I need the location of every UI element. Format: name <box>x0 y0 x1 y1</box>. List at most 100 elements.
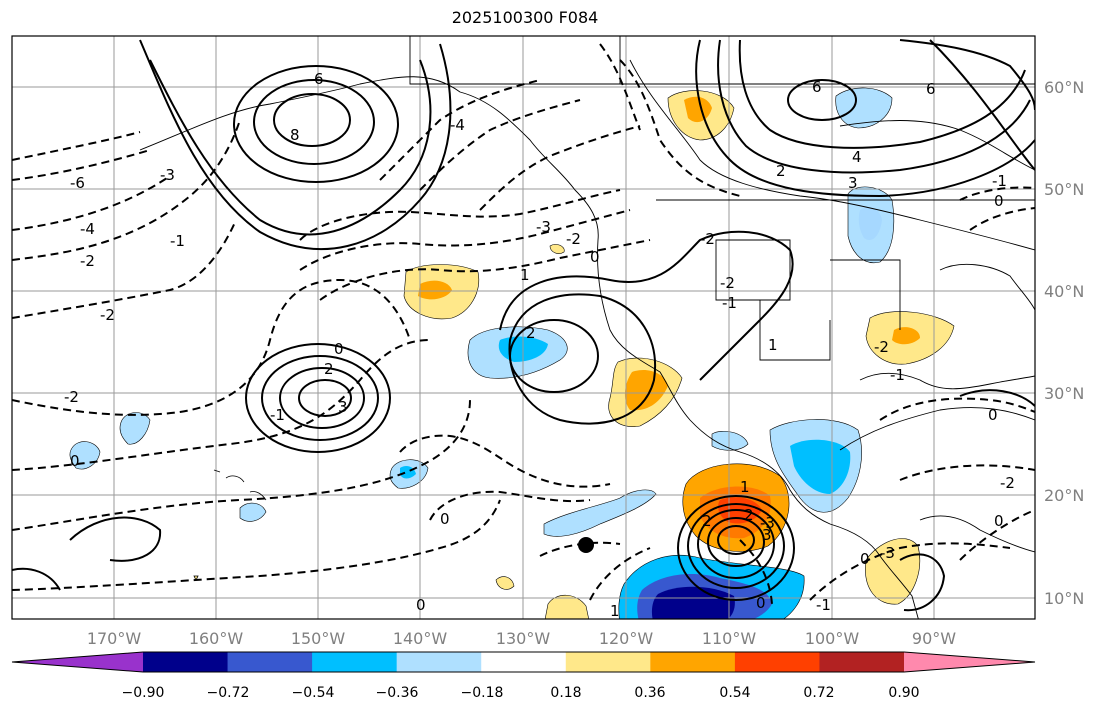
contour-label: -2 <box>720 274 735 292</box>
colorbar-segment <box>650 652 736 672</box>
anomaly-negative <box>239 502 267 522</box>
lon-tick-labels: 170°W 160°W 150°W 140°W 130°W 120°W 110°… <box>87 629 956 648</box>
contour-label: 2 <box>702 512 712 530</box>
contour-label: 1 <box>768 336 778 354</box>
colorbar-tick-label: −0.18 <box>461 685 504 701</box>
colorbar-segment <box>481 652 567 672</box>
contour-label: -3 <box>160 166 175 184</box>
lon-tick-label: 160°W <box>189 629 244 648</box>
contour-label: 6 <box>812 78 822 96</box>
anomaly-positive <box>624 369 668 411</box>
contour-label: 2 <box>776 162 786 180</box>
colorbar-tick-label: 0.36 <box>634 685 665 701</box>
colorbar-tick-label: −0.90 <box>122 685 165 701</box>
contour-label: 2 <box>744 506 754 524</box>
contour-label: 4 <box>852 148 862 166</box>
contour-labels: -6 -4 -2 -2 -3 -1 0 0 2 3 -2 6 8 -4 -2 -… <box>64 70 1015 620</box>
colorbar-extend-high <box>904 652 1035 672</box>
contour-label: 6 <box>314 70 324 88</box>
colorbar-segment <box>227 652 313 672</box>
shaded-anomalies <box>69 87 955 619</box>
anomaly-negative <box>711 431 749 451</box>
contour-label: 1 <box>740 478 750 496</box>
contour-label: -2 <box>100 306 115 324</box>
colorbar: −0.90 −0.72 −0.54 −0.36 −0.18 0.18 0.36 … <box>11 651 1036 701</box>
contour-label: -2 <box>80 252 95 270</box>
contour-label: 0 <box>756 594 766 612</box>
colorbar-segment <box>734 652 820 672</box>
anomaly-positive <box>892 327 920 345</box>
contour-label: -2 <box>566 230 581 248</box>
lon-tick-label: 120°W <box>599 629 654 648</box>
colorbar-segment <box>565 652 651 672</box>
contour-label: -3 <box>880 544 895 562</box>
lon-tick-label: 150°W <box>291 629 346 648</box>
contour-label: 0 <box>416 596 426 614</box>
lon-tick-label: 170°W <box>87 629 142 648</box>
dashed-contours <box>12 43 1035 605</box>
lon-tick-label: 100°W <box>805 629 860 648</box>
anomaly-positive <box>684 96 712 123</box>
contour-label: 0 <box>994 512 1004 530</box>
contour-label: 1 <box>610 602 620 620</box>
contour-label: 8 <box>290 126 300 144</box>
contour-label: 0 <box>994 192 1004 210</box>
colorbar-tick-label: −0.36 <box>376 685 419 701</box>
contour-label: 1 <box>520 266 530 284</box>
anomaly-negative <box>119 412 151 445</box>
contour-label: 6 <box>926 80 936 98</box>
anomaly-positive <box>549 244 565 254</box>
contour-label: -2 <box>700 230 715 248</box>
contour-label: 0 <box>70 452 80 470</box>
contour-label: 3 <box>338 398 348 416</box>
contour-label: -1 <box>890 366 905 384</box>
contour-label: -6 <box>70 174 85 192</box>
lat-tick-label: 30°N <box>1044 384 1084 403</box>
map-title: 2025100300 F084 <box>451 8 599 27</box>
contour-label: 0 <box>988 406 998 424</box>
colorbar-segment <box>312 652 398 672</box>
contour-label: -2 <box>64 388 79 406</box>
contour-label: -3 <box>760 514 775 532</box>
colorbar-segment <box>143 652 229 672</box>
contour-label: -2 <box>874 338 889 356</box>
anomaly-negative <box>651 586 735 619</box>
anomaly-negative <box>543 489 657 537</box>
anomaly-negative <box>858 207 882 240</box>
contour-label: -4 <box>80 220 95 238</box>
contour-label: 2 <box>526 324 536 342</box>
contour-label: 0 <box>590 248 600 266</box>
contour-label: -1 <box>722 294 737 312</box>
colorbar-tick-label: 0.90 <box>888 685 919 701</box>
lat-tick-label: 50°N <box>1044 180 1084 199</box>
location-marker <box>578 537 594 553</box>
coastlines <box>139 36 1035 619</box>
colorbar-outline <box>11 651 1036 673</box>
colorbar-tick-label: −0.54 <box>292 685 335 701</box>
solid-contours <box>12 39 1035 612</box>
lon-tick-label: 90°W <box>912 629 956 648</box>
anomaly-positive <box>418 280 452 300</box>
contour-label: -1 <box>816 596 831 614</box>
contour-label: 0 <box>440 510 450 528</box>
lat-tick-labels: 60°N 50°N 40°N 30°N 20°N 10°N <box>1044 78 1084 608</box>
lat-tick-label: 40°N <box>1044 282 1084 301</box>
colorbar-tick-label: 0.54 <box>719 685 750 701</box>
colorbar-segment <box>396 652 482 672</box>
anomaly-negative <box>790 439 851 494</box>
lon-tick-label: 110°W <box>702 629 757 648</box>
colorbar-extend-low <box>12 652 143 672</box>
lat-tick-label: 20°N <box>1044 486 1084 505</box>
contour-label: -1 <box>170 232 185 250</box>
colorbar-tick-label: −0.72 <box>207 685 250 701</box>
contour-label: -4 <box>450 116 465 134</box>
lat-tick-label: 10°N <box>1044 589 1084 608</box>
contour-label: -1 <box>270 406 285 424</box>
colorbar-tick-label: 0.18 <box>550 685 581 701</box>
contour-label: -3 <box>536 218 551 236</box>
contour-label: -2 <box>1000 474 1015 492</box>
lon-tick-label: 130°W <box>496 629 551 648</box>
anomaly-negative <box>835 87 893 129</box>
colorbar-segment <box>819 652 905 672</box>
